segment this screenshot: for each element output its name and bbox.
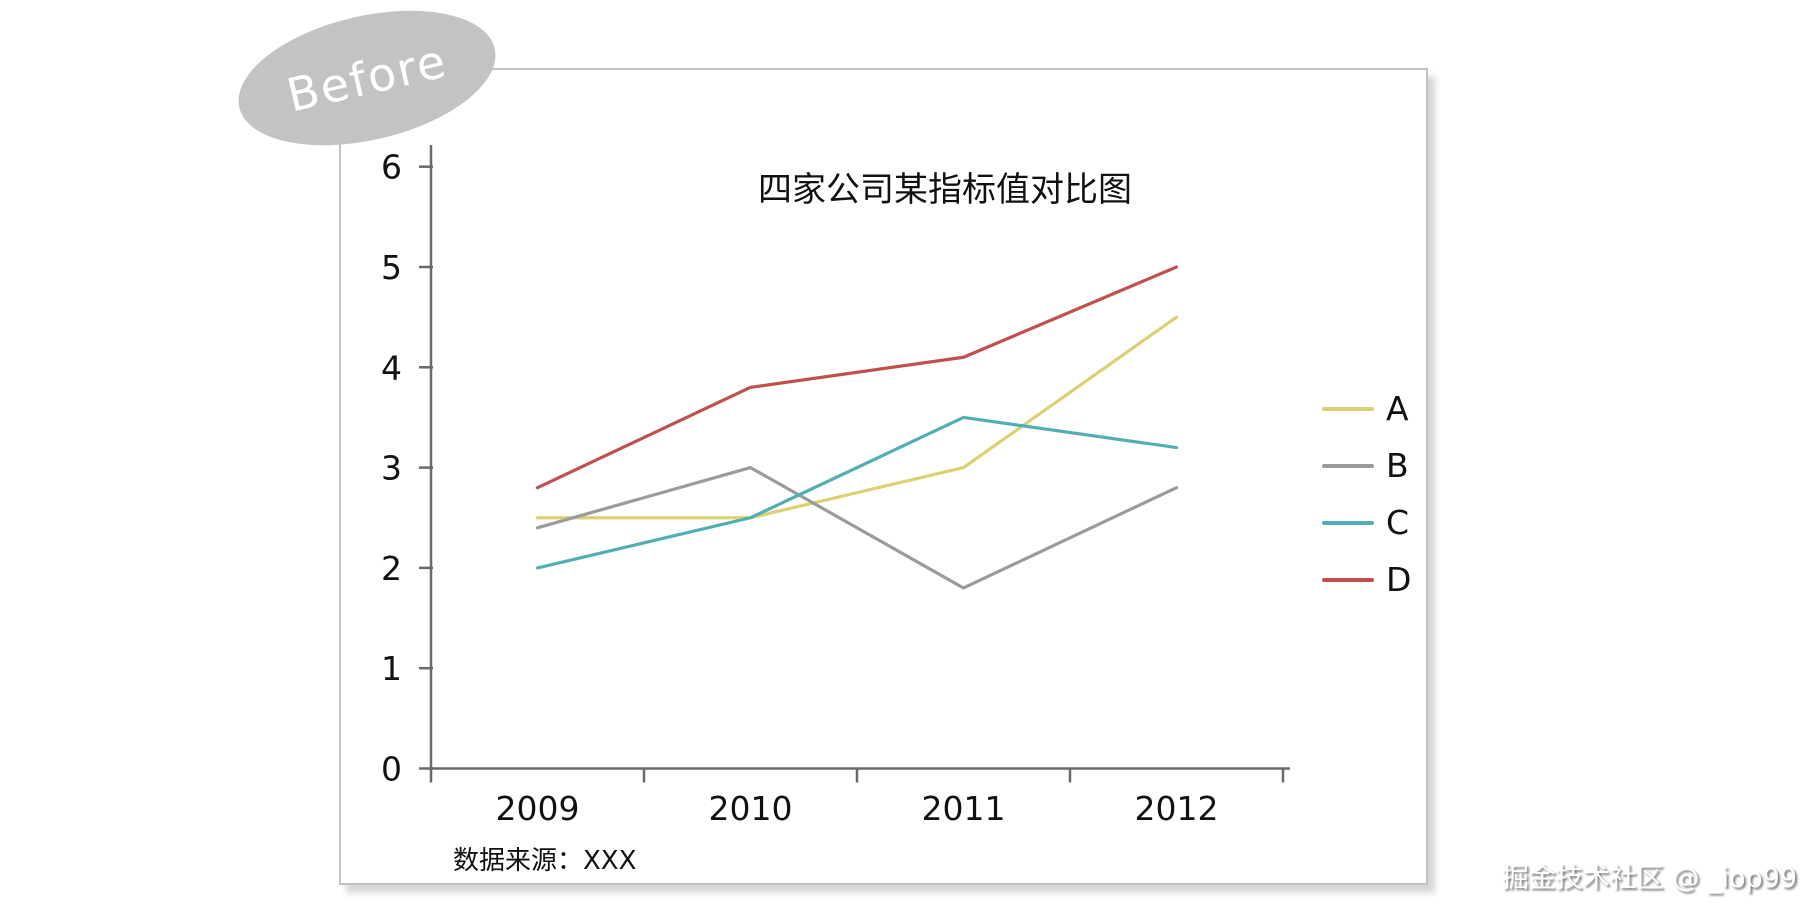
watermark: 掘金技术社区 @ _iop99 — [1501, 863, 1797, 894]
chart-card — [339, 68, 1428, 885]
y-tick-label: 4 — [381, 348, 402, 387]
x-axis-labels: 2009 2010 2011 2012 — [496, 789, 1219, 828]
legend-item-a: A — [1322, 380, 1411, 437]
source-note: 数据来源：XXX — [453, 846, 637, 876]
legend-label-b: B — [1386, 446, 1409, 485]
y-tick-label: 1 — [381, 649, 402, 688]
legend-label-a: A — [1386, 389, 1409, 428]
x-tick-label: 2011 — [922, 789, 1006, 828]
axis-ticks — [419, 165, 1285, 783]
y-tick-label: 2 — [381, 549, 402, 588]
series-line-a — [535, 315, 1179, 520]
legend-item-d: D — [1322, 551, 1411, 608]
legend-swatch-c — [1322, 520, 1374, 525]
legend: A B C D — [1322, 380, 1411, 608]
x-tick-label: 2012 — [1135, 789, 1219, 828]
x-tick-label: 2009 — [496, 789, 580, 828]
y-axis-labels: 0 1 2 3 4 5 6 — [381, 148, 402, 789]
legend-swatch-a — [1322, 406, 1374, 411]
legend-swatch-d — [1322, 577, 1374, 582]
y-tick-label: 5 — [381, 248, 402, 287]
series-line-d — [535, 265, 1179, 490]
before-badge-label: Before — [281, 33, 453, 123]
series-line-c — [535, 415, 1179, 570]
chart-title: 四家公司某指标值对比图 — [758, 170, 1132, 210]
y-tick-label: 0 — [381, 750, 402, 789]
x-tick-label: 2010 — [709, 789, 793, 828]
legend-swatch-b — [1322, 463, 1374, 468]
legend-label-c: C — [1386, 503, 1410, 542]
y-tick-label: 6 — [381, 148, 402, 187]
axes — [429, 145, 1290, 770]
series-lines — [535, 265, 1179, 590]
legend-item-b: B — [1322, 437, 1411, 494]
y-tick-label: 3 — [381, 449, 402, 488]
legend-item-c: C — [1322, 494, 1411, 551]
legend-label-d: D — [1386, 560, 1412, 599]
series-line-b — [535, 466, 1179, 590]
